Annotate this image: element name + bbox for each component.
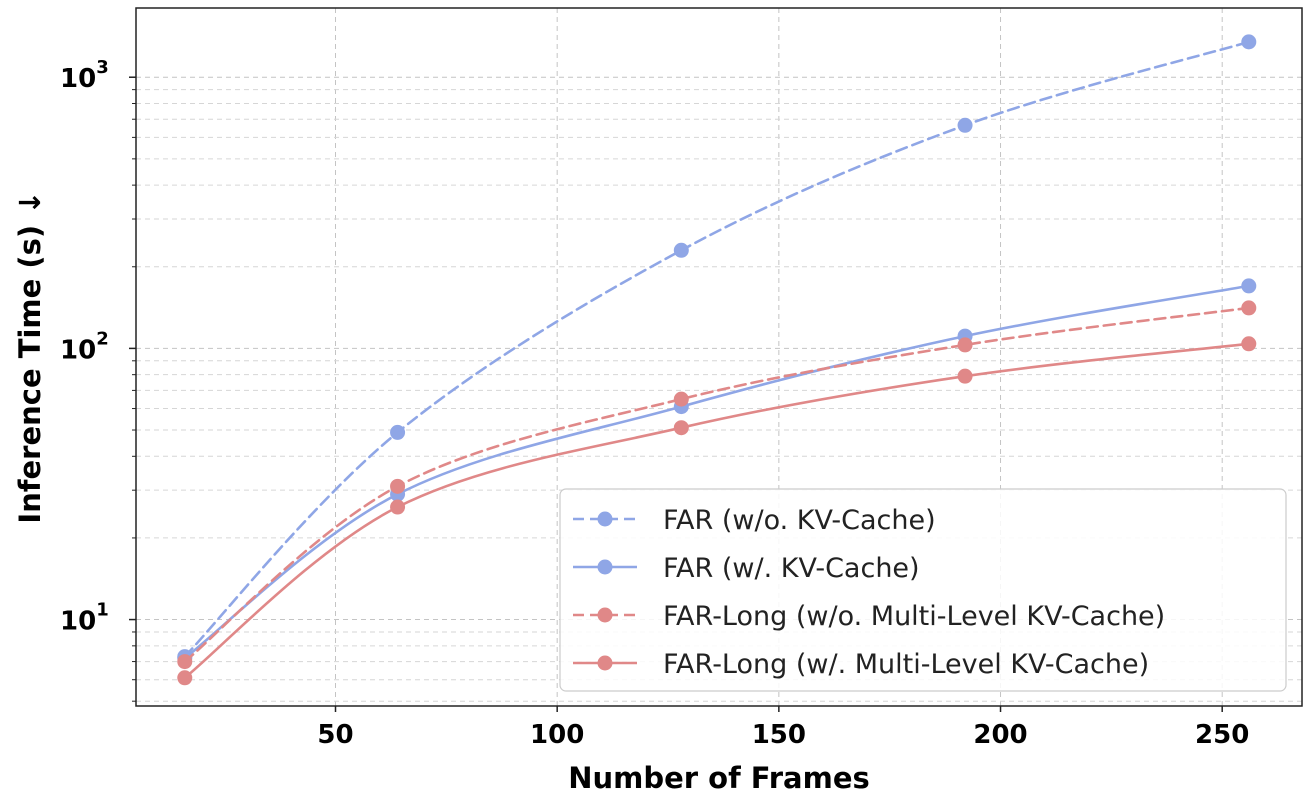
legend-entry: FAR (w/. KV-Cache) [573, 553, 920, 584]
x-tick-label: 100 [530, 720, 584, 750]
legend-label: FAR (w/. KV-Cache) [663, 553, 920, 584]
data-point [390, 424, 406, 440]
x-tick-label: 250 [1195, 720, 1249, 750]
y-axis-title: Inference Time (s) ↓ [13, 190, 47, 523]
y-tick-label: 101 [60, 600, 109, 637]
x-tick-label: 50 [317, 720, 353, 750]
data-point [957, 337, 973, 353]
data-point [1241, 34, 1257, 50]
data-point [673, 420, 689, 436]
legend-entry: FAR-Long (w/. Multi-Level KV-Cache) [573, 649, 1149, 680]
x-axis-ticks: 50 100 150 200 250 [317, 706, 1249, 750]
data-point [957, 368, 973, 384]
y-tick-label: 102 [60, 328, 109, 365]
series-line [183, 306, 1251, 663]
data-point [1241, 278, 1257, 294]
series-3 [177, 300, 1257, 670]
legend-swatch-marker [597, 511, 613, 527]
x-axis-title: Number of Frames [568, 761, 870, 795]
legend-swatch-marker [597, 655, 613, 671]
legend-label: FAR-Long (w/. Multi-Level KV-Cache) [663, 649, 1149, 680]
data-point [1241, 336, 1257, 352]
data-point [177, 654, 193, 670]
y-tick-label: 103 [60, 57, 109, 94]
legend-swatch-marker [597, 607, 613, 623]
y-axis-ticks: 101 102 103 [60, 57, 136, 702]
legend-swatch-marker [597, 559, 613, 575]
data-point [957, 117, 973, 133]
data-point [390, 499, 406, 515]
legend-items: FAR (w/o. KV-Cache) FAR (w/. KV-Cache) FAR… [573, 505, 1165, 680]
data-point [673, 391, 689, 407]
legend-entry: FAR-Long (w/o. Multi-Level KV-Cache) [573, 601, 1165, 632]
data-point [177, 670, 193, 686]
legend: FAR (w/o. KV-Cache) FAR (w/. KV-Cache) FAR… [559, 488, 1287, 692]
legend-entry: FAR (w/o. KV-Cache) [573, 505, 936, 536]
legend-label: FAR (w/o. KV-Cache) [663, 505, 936, 536]
legend-box [559, 488, 1287, 692]
data-point [1241, 300, 1257, 316]
data-point [673, 242, 689, 258]
data-point [390, 478, 406, 494]
plot-frame [135, 7, 1303, 707]
series-layer [177, 34, 1257, 686]
series-4 [177, 336, 1257, 686]
x-tick-label: 150 [752, 720, 806, 750]
x-tick-label: 200 [973, 720, 1027, 750]
legend-label: FAR-Long (w/o. Multi-Level KV-Cache) [663, 601, 1165, 632]
